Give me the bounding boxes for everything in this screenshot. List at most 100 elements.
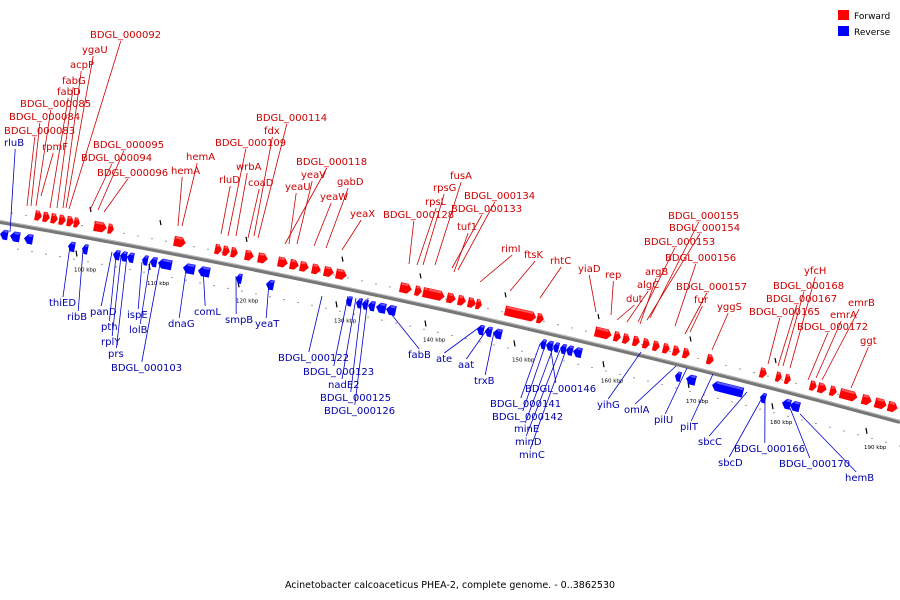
track-dot	[815, 423, 817, 425]
track-dot	[347, 277, 349, 279]
forward-gene-label: rhtC	[550, 256, 571, 267]
reverse-gene-label: minC	[519, 450, 545, 461]
forward-gene-label: gabD	[337, 177, 364, 188]
forward-label-leader	[220, 185, 231, 235]
forward-gene-label: dut	[626, 294, 643, 305]
reverse-label-leader	[522, 345, 546, 412]
forward-label-leader	[341, 219, 362, 251]
minor-tick	[419, 273, 422, 279]
forward-gene-label: BDGL_000118	[296, 157, 367, 168]
reverse-label-leader	[524, 347, 554, 424]
track-dot	[123, 232, 125, 234]
forward-gene-arrow	[214, 243, 222, 255]
reverse-label-leader	[116, 255, 128, 349]
genome-caption: Acinetobacter calcoaceticus PHEA-2, comp…	[285, 580, 615, 591]
track-dot	[213, 284, 215, 287]
reverse-gene-label: pilU	[654, 415, 673, 426]
forward-label-leader	[325, 187, 349, 249]
minor-tick	[341, 256, 344, 262]
track-dot	[325, 307, 327, 309]
forward-label-leader	[789, 276, 816, 369]
reverse-gene-arrow	[113, 249, 121, 261]
forward-label-leader	[177, 176, 183, 227]
reverse-gene-label: minD	[515, 437, 542, 448]
forward-gene-label: fabG	[62, 76, 86, 87]
track-dot	[661, 383, 663, 386]
forward-label-leader	[610, 280, 614, 316]
forward-gene-label: BDGL_000128	[383, 210, 454, 221]
reverse-gene-label: pilT	[680, 422, 699, 433]
forward-label-leader	[416, 207, 437, 266]
track-dot	[521, 350, 523, 352]
forward-gene-arrow	[34, 210, 42, 221]
forward-gene-arrow	[758, 367, 767, 378]
reverse-label-leader	[444, 325, 482, 354]
forward-label-leader	[457, 201, 496, 271]
track-dot	[115, 266, 117, 268]
reverse-gene-label: yihG	[597, 400, 620, 411]
reverse-gene-arrow	[553, 342, 560, 353]
forward-gene-arrow	[873, 397, 887, 410]
reverse-label-leader	[607, 351, 642, 400]
forward-gene-label: BDGL_000085	[20, 99, 91, 110]
forward-label-leader	[253, 136, 273, 237]
forward-label-leader	[40, 152, 54, 197]
scale-tick-label: 180 kbp	[770, 420, 793, 426]
genome-backbone	[0, 220, 900, 424]
track-dot	[725, 364, 727, 367]
track-dot	[493, 344, 495, 346]
reverse-gene-label: minE	[514, 424, 539, 435]
track-dot	[787, 415, 789, 417]
reverse-gene-label: BDGL_000166	[734, 444, 805, 455]
scale-tick	[335, 301, 338, 308]
track-dot	[571, 327, 573, 329]
reverse-gene-arrow	[493, 328, 503, 340]
forward-gene-label: BDGL_000109	[215, 138, 286, 149]
forward-label-leader	[247, 188, 260, 239]
track-dot	[361, 280, 363, 282]
reverse-gene-label: fabB	[408, 350, 431, 361]
scale-tick	[75, 250, 78, 257]
track-dot	[389, 286, 391, 288]
forward-gene-label: emrB	[848, 298, 875, 309]
forward-gene-label: BDGL_000095	[93, 140, 164, 151]
forward-label-leader	[539, 266, 562, 299]
scale-tick	[771, 403, 774, 410]
reverse-gene-label: lolB	[129, 325, 148, 336]
scale-tick-label: 130 kbp	[334, 318, 357, 324]
minor-tick	[689, 336, 692, 342]
reverse-gene-arrow	[266, 279, 275, 291]
forward-label-leader	[646, 233, 701, 321]
track-dot	[731, 401, 733, 403]
reverse-gene-label: BDGL_000146	[525, 384, 596, 395]
forward-label-leader	[103, 178, 129, 213]
track-dot	[375, 283, 377, 285]
forward-gene-arrow	[456, 294, 466, 306]
reverse-gene-label: BDGL_000122	[278, 353, 349, 364]
forward-gene-arrow	[73, 217, 80, 228]
track-dot	[297, 301, 299, 304]
track-dot	[479, 341, 481, 343]
track-dot	[675, 387, 677, 389]
forward-gene-label: emrA	[830, 310, 857, 321]
scale-tick-label: 190 kbp	[864, 445, 887, 451]
forward-label-leader	[235, 172, 248, 237]
track-dot	[689, 390, 691, 393]
track-dot	[641, 344, 643, 346]
legend-forward-label: Forward	[854, 12, 890, 22]
forward-gene-arrow	[466, 297, 476, 308]
forward-label-leader	[767, 317, 781, 365]
forward-gene-label: fabD	[57, 87, 81, 98]
track-dot	[151, 238, 153, 240]
forward-gene-arrow	[230, 247, 238, 258]
track-dot	[171, 276, 173, 279]
forward-gene-arrow	[66, 215, 74, 227]
forward-gene-arrow	[173, 235, 186, 248]
forward-gene-label: acpP	[70, 60, 94, 71]
forward-label-leader	[509, 260, 536, 292]
forward-gene-label: BDGL_000153	[644, 237, 715, 248]
minor-tick	[159, 220, 162, 226]
forward-gene-label: yeaX	[350, 209, 375, 220]
legend-reverse-swatch	[838, 26, 849, 36]
forward-gene-label: BDGL_000134	[464, 191, 535, 202]
